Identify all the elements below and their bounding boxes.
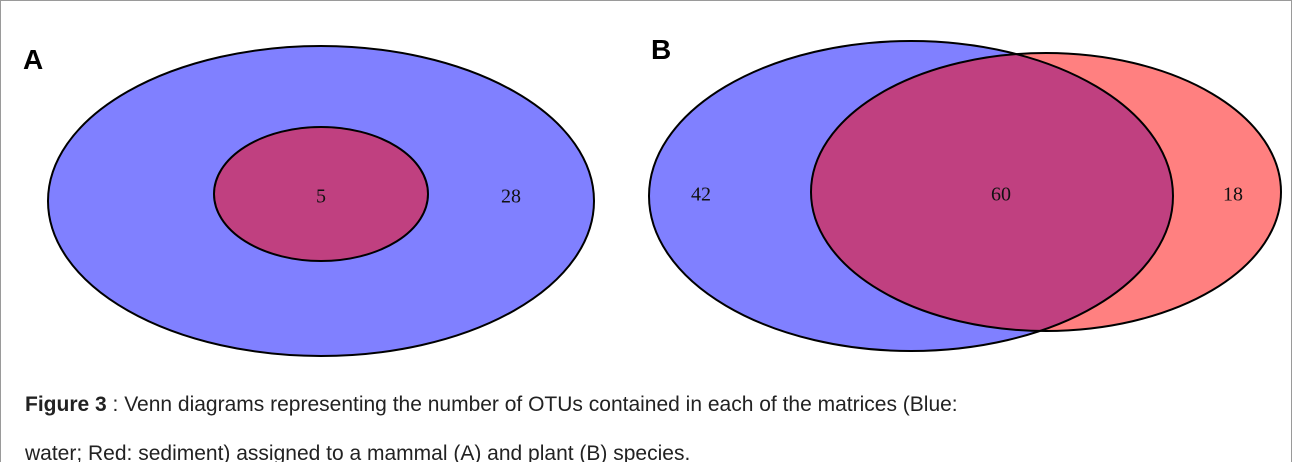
region-count: 18: [1223, 184, 1243, 206]
region-count: 5: [316, 186, 326, 208]
caption-line: water; Red: sediment) assigned to a mamm…: [25, 442, 690, 462]
caption-figure-number: Figure 3: [25, 393, 107, 416]
venn-diagrams: A 5 28 B 42 60 18: [23, 34, 1282, 357]
caption-text: water; Red: sediment) assigned to a mamm…: [25, 442, 691, 462]
caption-text: : Venn diagrams representing the number …: [106, 393, 958, 416]
outline: [648, 40, 1174, 352]
region-count: 28: [501, 186, 521, 208]
region-count: 42: [691, 184, 711, 206]
region-count: 60: [991, 184, 1011, 206]
panel-label: B: [651, 34, 671, 65]
set-sediment: [213, 126, 429, 262]
caption-line: Figure 3 : Venn diagrams representing th…: [25, 393, 958, 417]
outline: [810, 52, 1282, 332]
panel-label: A: [23, 44, 43, 75]
